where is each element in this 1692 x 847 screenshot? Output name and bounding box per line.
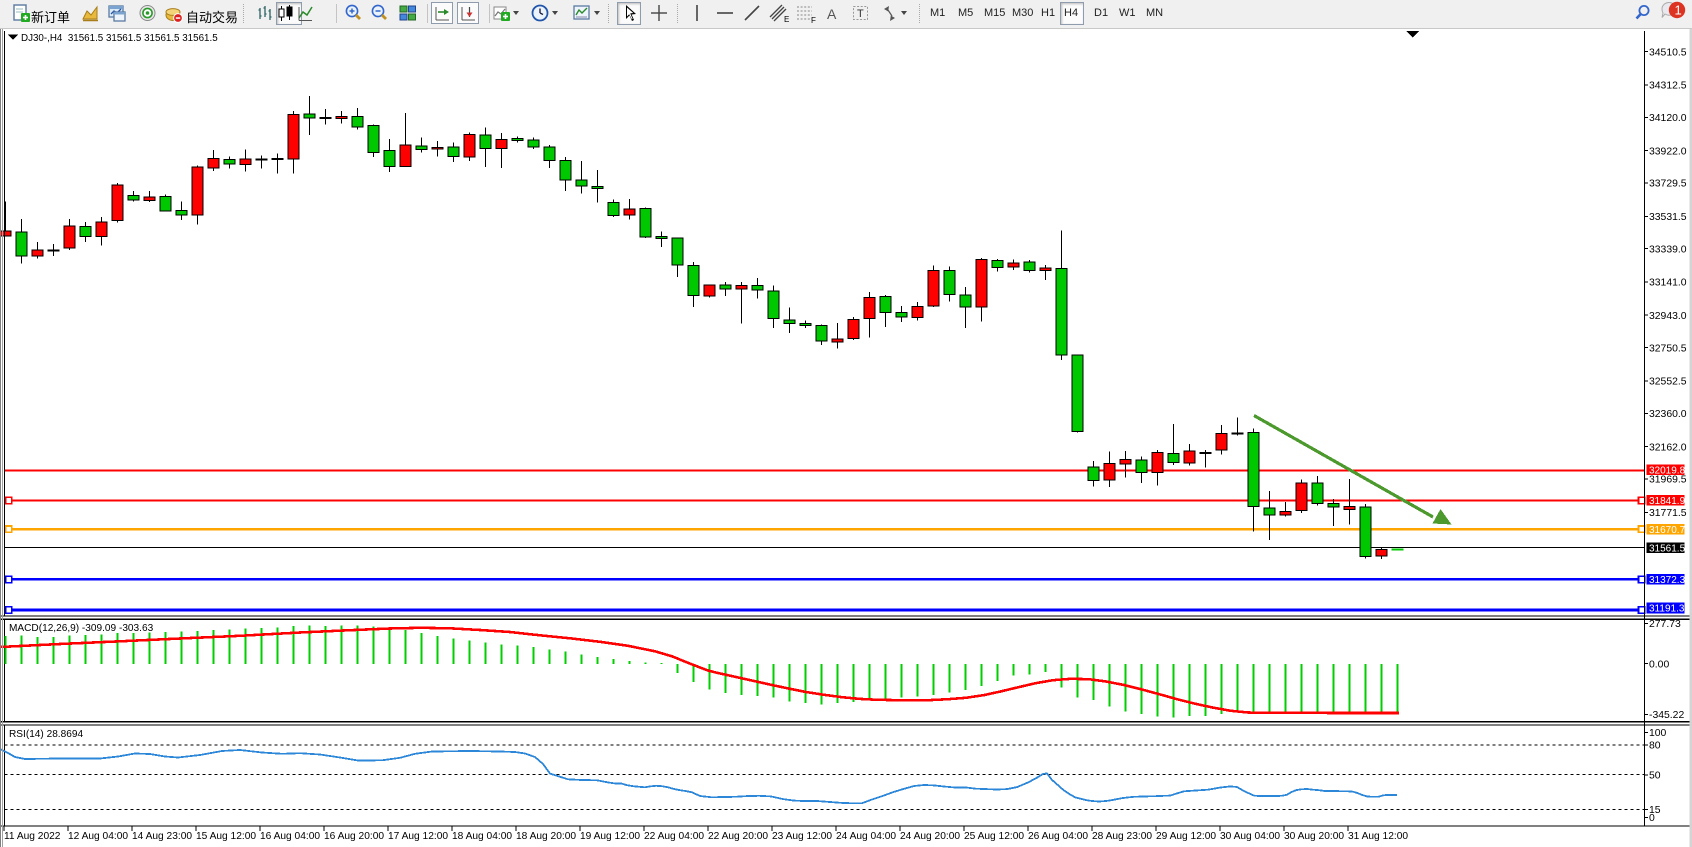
- svg-text:16 Aug 04:00: 16 Aug 04:00: [260, 831, 320, 842]
- svg-text:31191.3: 31191.3: [1649, 604, 1685, 615]
- svg-text:29 Aug 12:00: 29 Aug 12:00: [1156, 831, 1216, 842]
- svg-text:24 Aug 20:00: 24 Aug 20:00: [900, 831, 960, 842]
- svg-text:33141.0: 33141.0: [1649, 278, 1687, 289]
- svg-text:31670.7: 31670.7: [1649, 525, 1686, 536]
- svg-text:14 Aug 23:00: 14 Aug 23:00: [132, 831, 192, 842]
- svg-text:18 Aug 20:00: 18 Aug 20:00: [516, 831, 576, 842]
- svg-text:28 Aug 23:00: 28 Aug 23:00: [1092, 831, 1152, 842]
- svg-text:32360.0: 32360.0: [1649, 409, 1687, 420]
- svg-text:31372.3: 31372.3: [1649, 575, 1686, 586]
- svg-text:31969.5: 31969.5: [1649, 475, 1687, 486]
- svg-text:33339.0: 33339.0: [1649, 244, 1687, 255]
- svg-text:11 Aug 2022: 11 Aug 2022: [4, 831, 61, 842]
- svg-text:16 Aug 20:00: 16 Aug 20:00: [324, 831, 384, 842]
- svg-text:DJ30-,H4 31561.5 31561.5 3156: DJ30-,H4 31561.5 31561.5 31561.5 31561.5: [21, 33, 218, 44]
- svg-text:80: 80: [1649, 741, 1661, 752]
- svg-text:33531.5: 33531.5: [1649, 212, 1687, 223]
- svg-text:25 Aug 12:00: 25 Aug 12:00: [964, 831, 1024, 842]
- svg-text:19 Aug 12:00: 19 Aug 12:00: [580, 831, 640, 842]
- svg-text:34510.5: 34510.5: [1649, 47, 1687, 58]
- svg-text:F: F: [811, 16, 816, 24]
- svg-text:50: 50: [1649, 771, 1661, 782]
- svg-text:1: 1: [1675, 3, 1682, 18]
- svg-text:34312.5: 34312.5: [1649, 81, 1687, 92]
- svg-text:30 Aug 04:00: 30 Aug 04:00: [1220, 831, 1280, 842]
- svg-text:MACD(12,26,9) -309.09 -303.63: MACD(12,26,9) -309.09 -303.63: [9, 623, 154, 634]
- svg-text:0.00: 0.00: [1649, 659, 1669, 670]
- svg-text:31771.5: 31771.5: [1649, 508, 1687, 519]
- svg-text:15 Aug 12:00: 15 Aug 12:00: [196, 831, 256, 842]
- svg-text:26 Aug 04:00: 26 Aug 04:00: [1028, 831, 1088, 842]
- svg-text:23 Aug 12:00: 23 Aug 12:00: [772, 831, 832, 842]
- svg-text:32943.0: 32943.0: [1649, 311, 1687, 322]
- svg-text:34120.0: 34120.0: [1649, 113, 1687, 124]
- svg-text:30 Aug 20:00: 30 Aug 20:00: [1284, 831, 1344, 842]
- svg-text:31841.9: 31841.9: [1649, 496, 1686, 507]
- svg-text:31561.5: 31561.5: [1649, 543, 1686, 554]
- svg-text:15: 15: [1649, 805, 1661, 816]
- svg-text:277.73: 277.73: [1649, 619, 1681, 630]
- svg-text:32162.0: 32162.0: [1649, 442, 1687, 453]
- svg-text:100: 100: [1649, 728, 1667, 739]
- svg-text:12 Aug 04:00: 12 Aug 04:00: [68, 831, 128, 842]
- svg-text:E: E: [784, 15, 789, 24]
- svg-text:32750.5: 32750.5: [1649, 343, 1687, 354]
- svg-text:32552.5: 32552.5: [1649, 377, 1687, 388]
- svg-text:22 Aug 04:00: 22 Aug 04:00: [644, 831, 704, 842]
- svg-text:-345.22: -345.22: [1649, 710, 1684, 721]
- svg-text:RSI(14) 28.8694: RSI(14) 28.8694: [9, 729, 83, 740]
- svg-text:33922.0: 33922.0: [1649, 146, 1687, 157]
- svg-text:24 Aug 04:00: 24 Aug 04:00: [836, 831, 896, 842]
- svg-text:32019.8: 32019.8: [1649, 465, 1686, 476]
- svg-text:33729.5: 33729.5: [1649, 179, 1687, 190]
- svg-text:T: T: [857, 8, 864, 20]
- svg-text:0: 0: [1649, 813, 1655, 824]
- svg-text:31 Aug 12:00: 31 Aug 12:00: [1348, 831, 1408, 842]
- svg-text:18 Aug 04:00: 18 Aug 04:00: [452, 831, 512, 842]
- svg-text:22 Aug 20:00: 22 Aug 20:00: [708, 831, 768, 842]
- svg-text:17 Aug 12:00: 17 Aug 12:00: [388, 831, 448, 842]
